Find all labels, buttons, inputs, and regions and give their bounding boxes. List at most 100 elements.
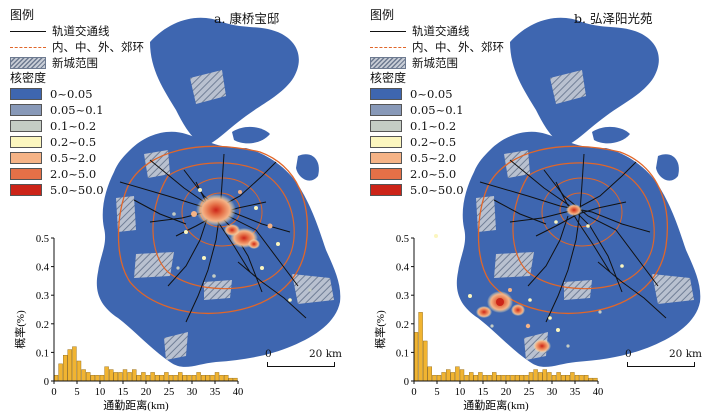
histogram-bar <box>108 369 114 382</box>
density-label: 2.0~5.0 <box>50 166 97 181</box>
panel-b: b. 弘泽阳光苑 图例 轨道交通线 内、中、外、郊环 新城范围 核密度 0~0.… <box>360 0 720 417</box>
scale-bar-line <box>267 362 335 367</box>
newtown-qingpu <box>116 196 136 232</box>
x-tick-label: 40 <box>233 387 244 398</box>
x-tick-label: 25 <box>524 387 535 398</box>
histogram-bar <box>533 369 538 382</box>
density-class-3: 0.2~0.5 <box>370 134 504 150</box>
density-swatch <box>370 184 402 196</box>
density-swatch <box>10 184 42 196</box>
inner-ring <box>559 192 601 228</box>
histogram-bar <box>154 375 160 382</box>
histogram-bar <box>95 375 100 382</box>
chongming-newtown <box>550 70 586 104</box>
histogram-bar <box>427 366 433 382</box>
hatch-symbol <box>370 57 406 69</box>
histogram-bar <box>191 375 197 382</box>
histogram-bar <box>223 375 229 382</box>
histogram-bar <box>210 375 215 382</box>
histogram-bar <box>496 375 502 382</box>
histogram-bar <box>67 349 73 382</box>
newtown-qingpu <box>476 196 496 232</box>
histogram-bar <box>159 375 165 382</box>
histogram-bar <box>482 375 488 382</box>
legend-item-rings: 内、中、外、郊环 <box>370 39 504 55</box>
y-tick-label: 0.3 <box>396 291 409 302</box>
histogram-bar <box>501 375 506 382</box>
histogram-bar <box>551 375 557 382</box>
density-label: 0.5~2.0 <box>410 150 457 165</box>
density-label: 0.05~0.1 <box>50 102 104 117</box>
scale-bar-line <box>627 362 695 367</box>
histogram-bar <box>473 375 479 382</box>
newtown-nanqiao <box>204 280 232 300</box>
legend-title: 图例 <box>10 8 35 22</box>
histogram-bar <box>441 372 446 382</box>
density-label: 0.2~0.5 <box>410 134 457 149</box>
histogram-bar <box>542 369 548 382</box>
histogram-bar <box>118 372 123 382</box>
density-title: 核密度 <box>10 71 47 85</box>
newtown-lingang <box>292 274 334 304</box>
density-class-4: 0.5~2.0 <box>370 150 504 166</box>
density-label: 0~0.05 <box>50 86 93 101</box>
changxing-island <box>232 126 270 144</box>
newtown-jinshan <box>164 332 188 360</box>
legend-item-newtown: 新城范围 <box>370 55 504 71</box>
histogram-bar <box>574 375 580 382</box>
histogram-bar <box>182 375 188 382</box>
histogram-bar <box>432 375 437 382</box>
map-a <box>96 17 341 367</box>
density-title: 核密度 <box>370 71 407 85</box>
histogram-bar <box>214 372 220 382</box>
density-swatch <box>10 120 42 132</box>
density-swatch <box>370 88 402 100</box>
density-swatch <box>370 120 402 132</box>
ring-line-symbol <box>370 41 406 53</box>
x-axis-title: 通勤距离(km) <box>463 398 529 412</box>
legend-item-rail: 轨道交通线 <box>370 23 504 39</box>
ring-line-symbol <box>10 41 46 53</box>
density-swatch <box>10 136 42 148</box>
histogram-bar <box>528 372 534 382</box>
density-swatch <box>370 104 402 116</box>
histogram-bar <box>519 375 525 382</box>
y-tick-label: 0 <box>404 377 409 388</box>
density-swatch <box>370 152 402 164</box>
histogram-bar <box>99 375 105 382</box>
histogram-bar <box>187 375 192 382</box>
legend-label: 新城范围 <box>52 55 98 70</box>
histogram-bar <box>72 346 77 382</box>
x-tick-label: 10 <box>455 387 466 398</box>
histogram-bar <box>478 372 483 382</box>
density-class-6: 5.0~50.0 <box>370 182 504 198</box>
histogram-bar <box>436 375 442 382</box>
density-class-5: 2.0~5.0 <box>10 166 144 182</box>
y-tick-label: 0.5 <box>36 234 49 245</box>
histogram-bar <box>81 369 86 382</box>
hengsha-island <box>656 154 679 181</box>
x-tick-label: 35 <box>570 387 581 398</box>
histogram-bar <box>63 355 68 382</box>
y-tick-label: 0 <box>44 377 49 388</box>
density-hotspots <box>434 204 624 353</box>
legend-label: 新城范围 <box>412 55 458 70</box>
y-axis-title: 概率(%) <box>373 310 387 349</box>
histogram-bar <box>464 375 469 382</box>
density-swatch <box>370 168 402 180</box>
density-swatch <box>10 168 42 180</box>
density-swatch <box>10 104 42 116</box>
histogram-bar <box>556 372 561 382</box>
legend: 图例 轨道交通线 内、中、外、郊环 新城范围 核密度 0~0.05 0.05~0.… <box>10 8 144 198</box>
x-tick-label: 0 <box>51 387 56 398</box>
histogram-bar <box>164 372 169 382</box>
legend-label: 轨道交通线 <box>52 23 110 38</box>
x-tick-label: 20 <box>501 387 512 398</box>
suburban-ring <box>117 145 308 315</box>
scale-zero: 0 <box>625 348 632 360</box>
scale-end: 20 km <box>309 348 343 360</box>
outer-ring <box>512 162 655 290</box>
histogram-bar <box>565 375 571 382</box>
legend-title: 图例 <box>370 8 395 22</box>
density-classes: 0~0.05 0.05~0.1 0.1~0.2 0.2~0.5 0.5~2.0 2.0~5… <box>370 86 504 198</box>
